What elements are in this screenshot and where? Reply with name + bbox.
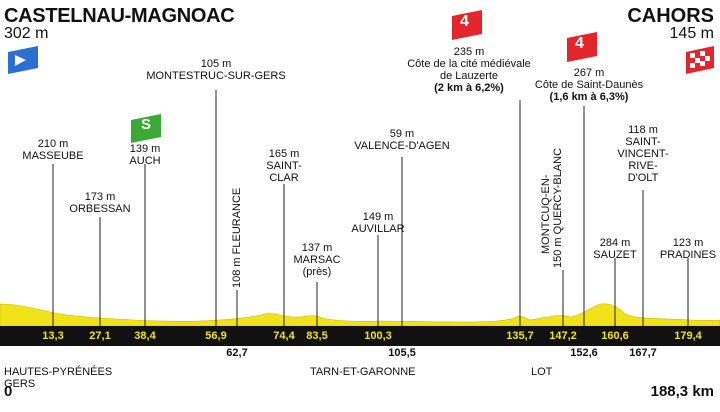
climb-category-label: 4: [575, 35, 584, 52]
km-mark: 74,4: [273, 330, 295, 342]
waypoint-saint-vincent: 118 m SAINT- VINCENT- RIVE- D'OLT: [617, 124, 669, 184]
km-mark: 56,9: [205, 330, 227, 342]
km-mark: 147,2: [549, 330, 577, 342]
region-lot: LOT: [531, 366, 553, 378]
region-tarn-et-garonne: TARN-ET-GARONNE: [310, 366, 416, 378]
climb-category-label: 4: [460, 13, 469, 30]
region-hautes-pyrenees-gers: HAUTES-PYRÉNÉES GERS: [4, 366, 113, 390]
finish-altitude: 145 m: [669, 25, 714, 42]
km-mark: 179,4: [674, 330, 702, 342]
waypoint-saint-clar: 165 m SAINT- CLAR: [266, 148, 302, 184]
km-mark: 160,6: [601, 330, 629, 342]
waypoint-fleurance: 108 m FLEURANCE: [231, 187, 243, 288]
waypoint-sauzet: 284 m SAUZET: [593, 237, 637, 261]
waypoint-marsac: 137 m MARSAC (près): [293, 242, 341, 278]
waypoint-orbessan: 173 m ORBESSAN: [69, 191, 131, 215]
finish-town: CAHORS: [627, 5, 714, 27]
km-mark: 83,5: [306, 330, 328, 342]
km-mark: 27,1: [89, 330, 111, 342]
waypoint-cote-lauzerte: 235 m Côte de la cité médiévale de Lauzert…: [407, 46, 531, 94]
finish-flag-icon: [686, 46, 714, 74]
waypoint-auch: 139 m AUCH: [129, 143, 161, 167]
start-altitude: 302 m: [4, 25, 49, 42]
climb-category-icon: [567, 32, 597, 62]
sprint-label: S: [141, 116, 152, 133]
km-mark: 13,3: [42, 330, 64, 342]
km-mark: 167,7: [629, 347, 657, 359]
km-mark: 135,7: [506, 330, 534, 342]
km-mark: 38,4: [134, 330, 156, 342]
waypoint-pradines: 123 m PRADINES: [659, 237, 717, 261]
waypoint-masseube: 210 m MASSEUBE: [22, 138, 84, 162]
waypoint-lines: [52, 90, 689, 326]
elevation-profile: [0, 303, 720, 327]
km-mark: 152,6: [570, 347, 598, 359]
distance-start: 0: [4, 383, 13, 400]
waypoint-valence-d-agen: 59 m VALENCE-D'AGEN: [354, 128, 450, 152]
km-mark: 100,3: [364, 330, 392, 342]
km-mark: 105,5: [388, 347, 416, 359]
km-mark: 62,7: [226, 347, 248, 359]
waypoint-montcuq: MONTCUQ-EN- 150 m QUERCY-BLANC: [540, 147, 564, 268]
start-town: CASTELNAU-MAGNOAC: [4, 5, 235, 27]
sprint-icon: [131, 114, 161, 143]
waypoint-cote-saint-daunes: 267 m Côte de Saint-Daunès (1,6 km à 6,3%): [534, 67, 644, 103]
distance-total: 188,3 km: [650, 383, 714, 400]
km-band: [0, 326, 720, 346]
climb-category-icon: [452, 10, 482, 40]
waypoint-auvillar: 149 m AUVILLAR: [351, 211, 405, 235]
waypoint-montestruc: 105 m MONTESTRUC-SUR-GERS: [146, 58, 286, 82]
